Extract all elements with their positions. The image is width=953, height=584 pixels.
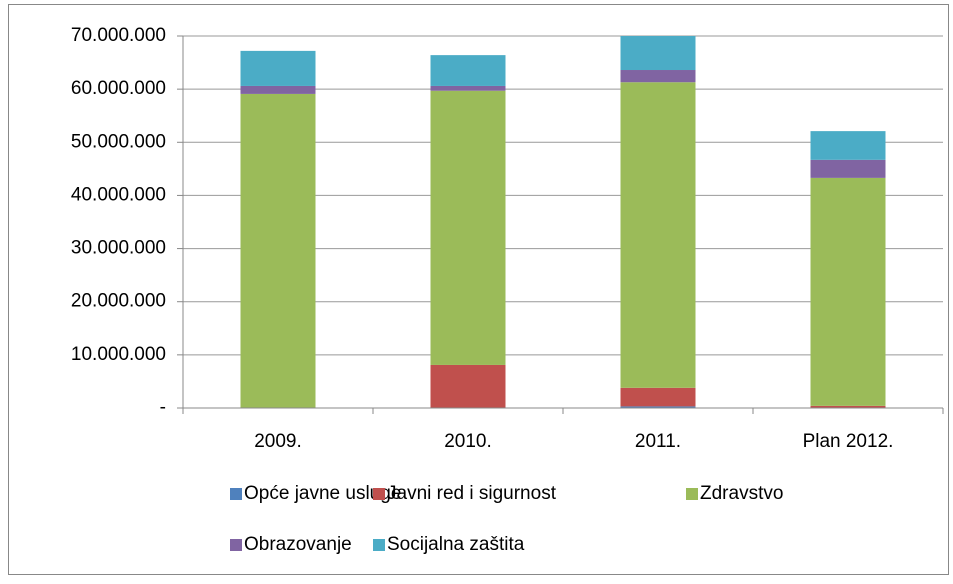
bar-segment [810, 131, 886, 160]
x-tick-label: 2009. [254, 431, 302, 452]
bar-segment [620, 387, 696, 407]
x-tick-label: 2011. [635, 431, 681, 452]
y-tick-label: 60.000.000 [71, 78, 166, 99]
legend-label: Javni red i sigurnost [387, 483, 557, 504]
bar-segment [620, 70, 696, 83]
legend-swatch [230, 488, 242, 500]
y-tick-label: 70.000.000 [71, 25, 166, 46]
legend-swatch [373, 488, 385, 500]
x-tick-label: Plan 2012. [803, 431, 894, 452]
bar-segment [430, 85, 506, 91]
bar-segment [810, 159, 886, 178]
y-tick-label: 40.000.000 [71, 184, 166, 205]
legend-swatch [373, 539, 385, 551]
bar-segment [240, 93, 316, 408]
bar-segment [430, 55, 506, 86]
legend-label: Socijalna zaštita [387, 534, 525, 555]
bar-segment [810, 405, 886, 408]
bar-segment [620, 406, 696, 408]
bar-segment [810, 177, 886, 406]
legend-label: Zdravstvo [700, 483, 783, 504]
legend-label: Opće javne usluge [244, 483, 401, 504]
y-tick-label: 30.000.000 [71, 238, 166, 259]
x-tick-label: 2010. [444, 431, 492, 452]
legend-swatch [230, 539, 242, 551]
legend-swatch [686, 488, 698, 500]
bar-segment [430, 364, 506, 408]
legend-label: Obrazovanje [244, 534, 352, 555]
y-tick-label: - [160, 397, 166, 418]
y-tick-label: 10.000.000 [71, 344, 166, 365]
bar-segment [430, 90, 506, 365]
y-tick-label: 20.000.000 [71, 291, 166, 312]
bar-segment [240, 85, 316, 94]
bar-segment [240, 50, 316, 86]
bar-segment [620, 82, 696, 388]
bar-segment [620, 36, 696, 71]
y-tick-label: 50.000.000 [71, 131, 166, 152]
